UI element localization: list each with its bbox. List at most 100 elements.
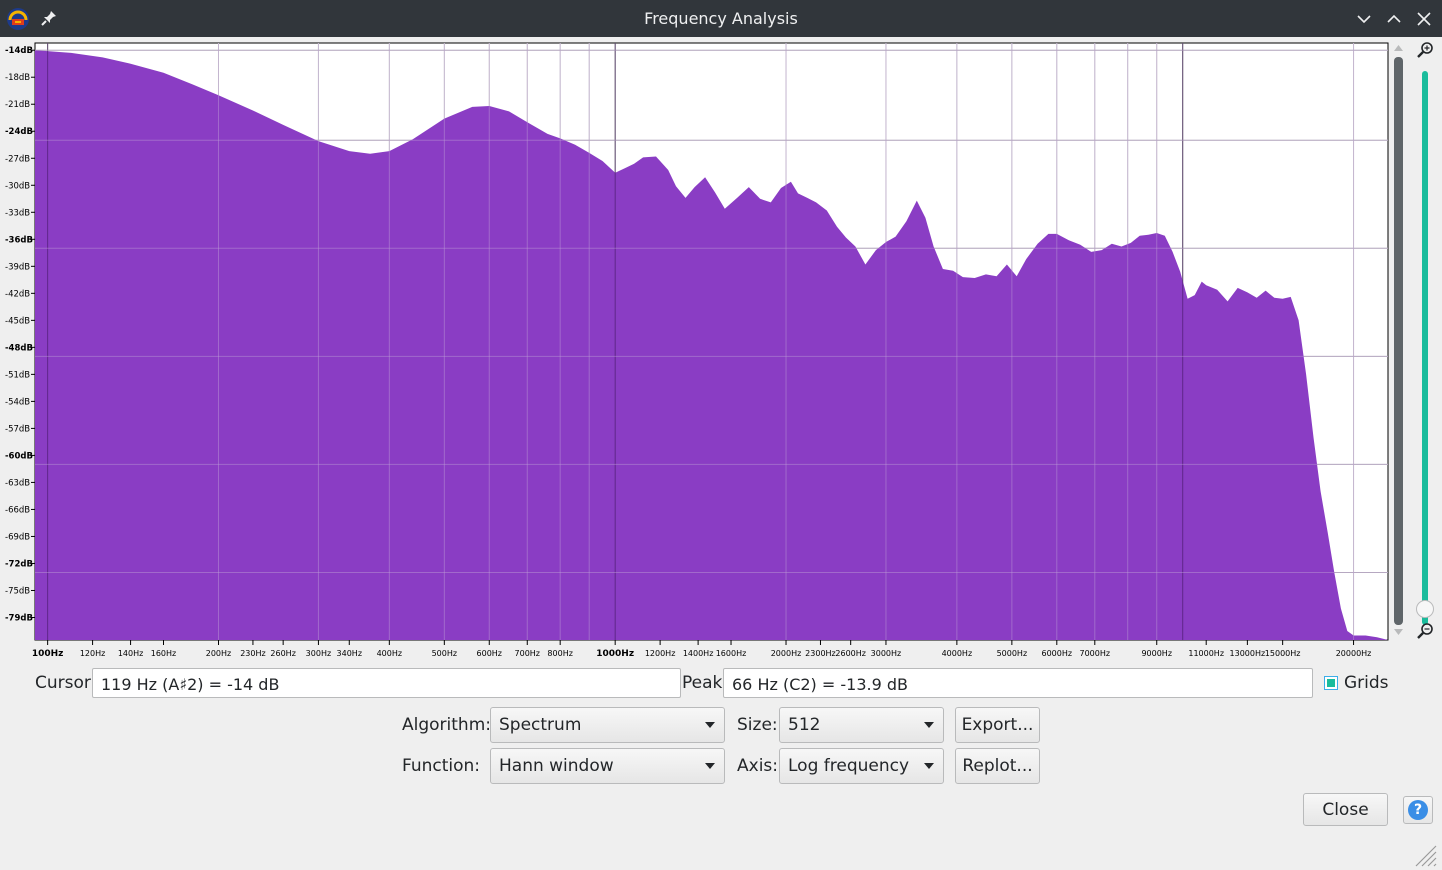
x-tick-label: 11000Hz [1188,649,1224,658]
algorithm-label: Algorithm: [402,715,491,735]
y-tick-label: -79dB [5,613,33,623]
dropdown-arrow-icon [705,722,715,728]
x-tick-label: 20000Hz [1336,649,1372,658]
minimize-icon[interactable] [1354,9,1374,29]
function-value: Hann window [499,756,614,776]
x-tick-label: 1000Hz [596,649,634,659]
x-tick-label: 13000Hz [1230,649,1266,658]
y-tick-label: -69dB [5,532,30,542]
zoom-out-icon[interactable] [1417,623,1433,639]
y-tick-label: -14dB [5,46,33,56]
help-icon: ? [1408,800,1428,820]
x-tick-label: 500Hz [432,649,457,658]
x-tick-label: 15000Hz [1265,649,1301,658]
x-tick-label: 800Hz [547,649,572,658]
peak-field[interactable]: 66 Hz (C2) = -13.9 dB [723,668,1313,698]
x-tick-label: 120Hz [80,649,105,658]
y-tick-label: -42dB [5,289,30,299]
x-tick-label: 200Hz [206,649,231,658]
dropdown-arrow-icon [705,763,715,769]
scroll-down-icon[interactable] [1394,629,1403,635]
y-tick-label: -57dB [5,424,30,434]
size-select[interactable]: 512 [779,707,944,743]
y-tick-label: -21dB [5,100,30,110]
x-tick-label: 300Hz [306,649,331,658]
size-value: 512 [788,715,821,735]
y-tick-label: -54dB [5,397,30,407]
y-tick-label: -30dB [5,181,30,191]
peak-label: Peak: [682,673,729,693]
algorithm-select[interactable]: Spectrum [490,707,725,743]
y-tick-label: -66dB [5,505,30,515]
size-label: Size: [737,715,778,735]
y-tick-label: -27dB [5,154,30,164]
x-tick-label: 1600Hz [716,649,747,658]
x-tick-label: 260Hz [270,649,295,658]
axis-value: Log frequency [788,756,910,776]
x-tick-label: 3000Hz [871,649,902,658]
plot-grid-overlay [35,43,1388,640]
dropdown-arrow-icon [924,722,934,728]
title-bar: Frequency Analysis [0,0,1442,37]
replot-button[interactable]: Replot... [955,748,1040,784]
x-tick-label: 230Hz [240,649,265,658]
dropdown-arrow-icon [924,763,934,769]
zoom-in-icon[interactable] [1417,42,1433,58]
x-tick-label: 9000Hz [1141,649,1172,658]
x-tick-label: 340Hz [337,649,362,658]
zoom-slider-handle[interactable] [1416,600,1434,618]
resize-grip-icon[interactable] [1412,842,1438,868]
grids-checkbox[interactable] [1324,676,1338,690]
function-label: Function: [402,756,481,776]
zoom-slider-track[interactable] [1422,71,1428,625]
pin-icon[interactable] [40,9,58,27]
help-button[interactable]: ? [1403,796,1433,824]
x-tick-label: 7000Hz [1080,649,1111,658]
function-select[interactable]: Hann window [490,748,725,784]
close-button[interactable]: Close [1303,793,1388,826]
axis-select[interactable]: Log frequency [779,748,944,784]
y-tick-label: -18dB [5,73,30,83]
y-tick-label: -63dB [5,478,30,488]
x-tick-label: 1200Hz [645,649,676,658]
x-tick-label: 2000Hz [771,649,802,658]
cursor-label: Cursor: [35,673,97,693]
spectrum-area [35,50,1388,640]
x-tick-label: 700Hz [515,649,540,658]
x-tick-label: 100Hz [32,649,64,659]
x-tick-label: 6000Hz [1042,649,1073,658]
close-icon[interactable] [1414,9,1434,29]
algorithm-value: Spectrum [499,715,582,735]
y-tick-label: -72dB [5,559,33,569]
x-tick-label: 160Hz [151,649,176,658]
export-button[interactable]: Export... [955,707,1040,743]
x-tick-label: 400Hz [377,649,402,658]
y-tick-label: -51dB [5,370,30,380]
y-tick-label: -75dB [5,586,30,596]
y-axis: -14dB -18dB -21dB -24dB -27dB -30dB -33dB -36dB… [5,46,35,623]
y-tick-label: -24dB [5,127,33,137]
y-tick-label: -48dB [5,343,33,353]
window-title: Frequency Analysis [644,9,798,28]
y-tick-label: -39dB [5,262,30,272]
x-tick-label: 4000Hz [942,649,973,658]
x-tick-label: 2300Hz [805,649,836,658]
axis-label: Axis: [737,756,778,776]
y-tick-label: -33dB [5,208,30,218]
x-tick-label: 2600Hz [835,649,866,658]
spectrum-plot[interactable]: -14dB -18dB -21dB -24dB -27dB -30dB -33dB -36dB… [0,37,1442,665]
y-tick-label: -60dB [5,451,33,461]
y-tick-label: -45dB [5,316,30,326]
checkbox-check [1327,679,1335,687]
cursor-field[interactable]: 119 Hz (A♯2) = -14 dB [92,668,681,698]
x-tick-label: 140Hz [118,649,143,658]
maximize-icon[interactable] [1384,9,1404,29]
audacity-icon[interactable] [6,7,30,31]
x-axis: 100Hz 120Hz 140Hz 160Hz 200Hz 230Hz 260Hz 300Hz… [32,640,1372,659]
grids-label[interactable]: Grids [1344,673,1389,693]
vertical-scrollbar[interactable] [1394,57,1403,625]
scroll-up-icon[interactable] [1394,45,1403,51]
x-tick-label: 1400Hz [683,649,714,658]
y-tick-label: -36dB [5,235,33,245]
x-tick-label: 5000Hz [997,649,1028,658]
